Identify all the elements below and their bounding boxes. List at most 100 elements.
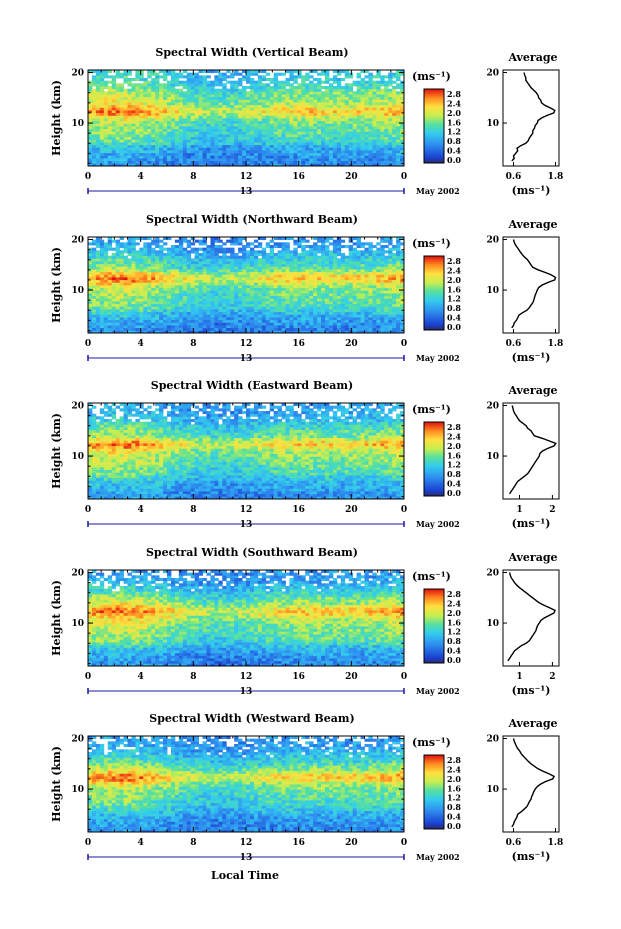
heatmap-cell <box>336 150 342 154</box>
heatmap-cell <box>356 94 361 98</box>
heatmap-cell <box>123 290 128 294</box>
heatmap-cell <box>368 144 373 148</box>
heatmap-cell <box>127 298 132 302</box>
heatmap-cell <box>123 128 128 132</box>
heatmap-cell <box>143 261 148 265</box>
heatmap-cell <box>123 120 128 124</box>
heatmap-cell <box>277 120 282 124</box>
heatmap-cell <box>261 301 267 305</box>
heatmap-cell <box>107 303 113 307</box>
heatmap-cell <box>273 285 278 289</box>
heatmap-cell <box>234 322 239 326</box>
heatmap-cell <box>364 311 369 315</box>
heatmap-cell <box>293 309 298 313</box>
heatmap-cell <box>253 107 259 111</box>
heatmap-cell <box>135 102 140 106</box>
heatmap-cell <box>348 282 354 286</box>
heatmap-cell <box>265 86 271 90</box>
heatmap-cell <box>163 282 168 286</box>
heatmap-cell <box>249 325 255 329</box>
heatmap-cell <box>167 303 172 307</box>
heatmap-cell <box>163 128 168 132</box>
heatmap-cell <box>356 86 361 90</box>
heatmap-cell <box>368 88 373 92</box>
heatmap-cell <box>174 139 180 143</box>
heatmap-cell <box>261 314 267 318</box>
heatmap-cell <box>174 96 180 100</box>
heatmap-cell <box>281 115 286 119</box>
heatmap-cell <box>364 112 369 116</box>
heatmap-cell <box>313 160 318 164</box>
heatmap-cell <box>261 325 267 329</box>
heatmap-cell <box>340 298 346 302</box>
heatmap-cell <box>186 266 192 270</box>
heatmap-cell <box>147 72 152 76</box>
heatmap-cell <box>226 261 231 265</box>
heatmap-cell <box>269 160 275 164</box>
heatmap-cell <box>119 163 124 167</box>
heatmap-cell <box>95 136 101 140</box>
heatmap-cell <box>242 269 247 273</box>
colorbar-tick-label: 0.4 <box>447 146 461 156</box>
heatmap-cell <box>139 306 144 310</box>
heatmap-cell <box>135 327 140 331</box>
heatmap-cell <box>281 298 286 302</box>
heatmap-cell <box>123 80 128 84</box>
heatmap-cell <box>309 139 314 143</box>
heatmap-cell <box>321 279 326 283</box>
heatmap-cell <box>214 118 219 122</box>
heatmap-cell <box>364 263 369 267</box>
heatmap-cell <box>340 86 346 90</box>
heatmap-cell <box>376 311 381 315</box>
heatmap-cell <box>111 325 117 329</box>
heatmap-cell <box>249 107 255 111</box>
heatmap-cell <box>305 314 310 318</box>
heatmap-cell <box>123 104 128 108</box>
heatmap-cell <box>344 274 350 278</box>
heatmap-cell <box>111 88 117 92</box>
heatmap-cell <box>206 144 211 148</box>
heatmap-cell <box>352 102 357 106</box>
heatmap-cell <box>234 309 239 313</box>
heatmap-cell <box>257 83 263 87</box>
heatmap-cell <box>269 261 275 265</box>
heatmap-cell <box>269 131 275 135</box>
heatmap-cell <box>107 298 113 302</box>
heatmap-cell <box>336 319 342 323</box>
heatmap-cell <box>103 115 109 119</box>
heatmap-cell <box>222 123 227 127</box>
heatmap-cell <box>206 317 211 321</box>
heatmap-cell <box>352 158 357 162</box>
heatmap-cell <box>167 279 172 283</box>
heatmap-cell <box>170 96 176 100</box>
heatmap-cell <box>186 115 192 119</box>
heatmap-cell <box>313 91 318 95</box>
heatmap-cell <box>103 110 109 114</box>
heatmap-cell <box>269 303 275 307</box>
heatmap-cell <box>206 274 211 278</box>
heatmap-cell <box>214 78 219 82</box>
heatmap-cell <box>273 271 278 275</box>
heatmap-cell <box>107 327 113 331</box>
heatmap-cell <box>368 126 373 130</box>
heatmap-cell <box>139 83 144 87</box>
heatmap-cell <box>115 295 120 299</box>
heatmap-cell <box>131 115 136 119</box>
heatmap-cell <box>127 142 132 146</box>
heatmap-cell <box>190 152 196 156</box>
heatmap-cell <box>384 266 389 270</box>
heatmap-cell <box>257 118 263 122</box>
heatmap-cell <box>99 78 105 82</box>
heatmap-cell <box>340 120 346 124</box>
heatmap-cell <box>261 287 267 291</box>
heatmap-cell <box>111 287 117 291</box>
heatmap-cell <box>257 120 263 124</box>
heatmap-cell <box>285 261 290 265</box>
heatmap-cell <box>186 128 192 132</box>
heatmap-cell <box>167 139 172 143</box>
heatmap-cell <box>285 269 290 273</box>
heatmap-cell <box>242 303 247 307</box>
heatmap-cell <box>376 317 381 321</box>
heatmap-cell <box>139 309 144 313</box>
heatmap-cell <box>325 112 330 116</box>
